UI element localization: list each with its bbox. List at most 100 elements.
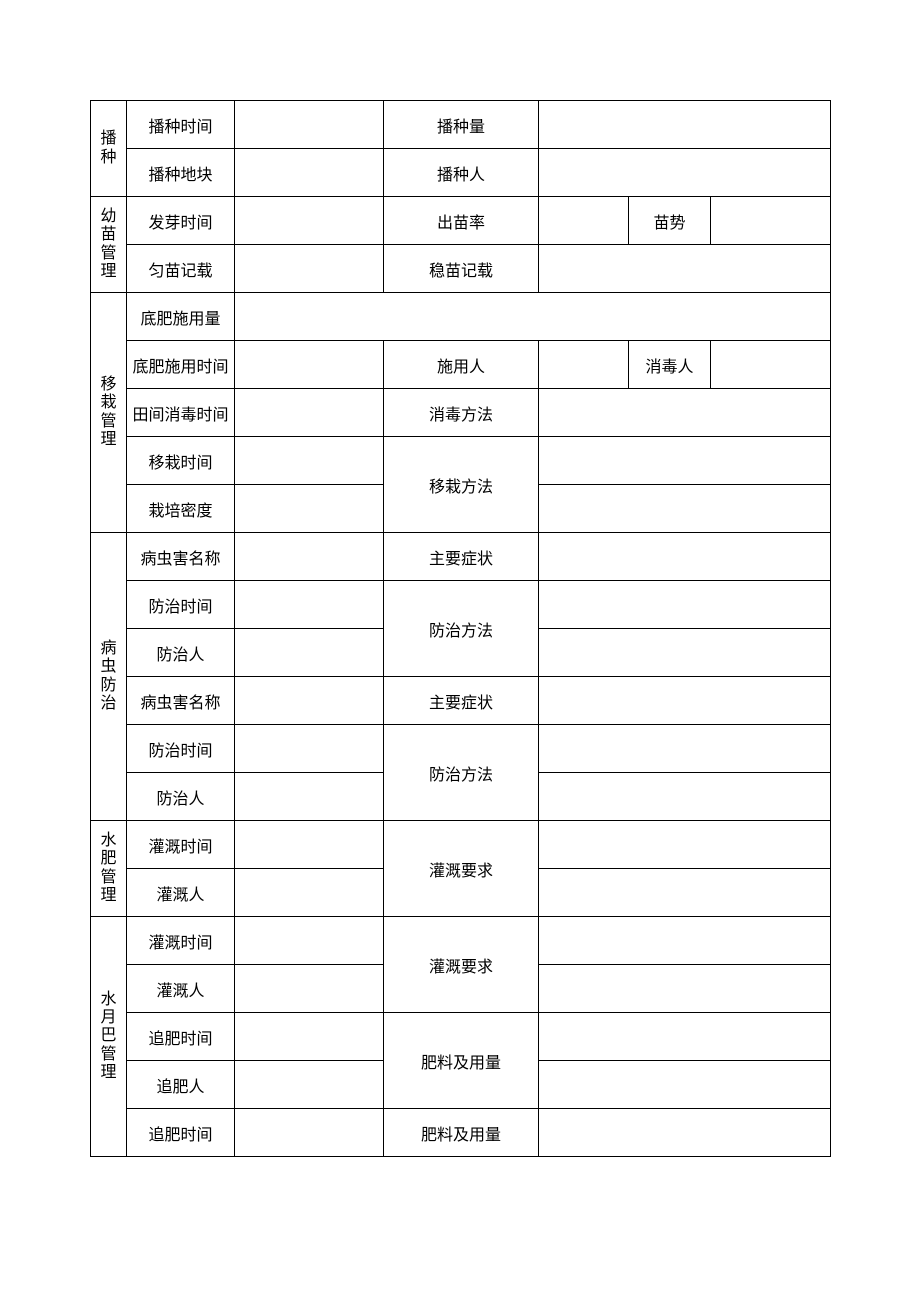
label-irrigation-req-a: 灌溉要求 bbox=[384, 821, 539, 917]
label-disinfector: 消毒人 bbox=[629, 341, 711, 389]
label-main-symptom-2: 主要症状 bbox=[384, 677, 539, 725]
label-sowing-plot: 播种地块 bbox=[127, 149, 235, 197]
label-fert-amount-1: 肥料及用量 bbox=[384, 1013, 539, 1109]
value-field-disinfect-time bbox=[235, 389, 384, 437]
value-control-method-1a bbox=[539, 581, 831, 629]
value-pest-name-2 bbox=[235, 677, 384, 725]
label-irrigation-person-b: 灌溉人 bbox=[127, 965, 235, 1013]
label-transplant-method: 移栽方法 bbox=[384, 437, 539, 533]
label-thinning-record: 匀苗记载 bbox=[127, 245, 235, 293]
value-control-method-2b bbox=[539, 773, 831, 821]
value-sowing-plot bbox=[235, 149, 384, 197]
char: 水 bbox=[91, 991, 126, 1009]
char: 移 bbox=[91, 376, 126, 394]
value-transplant-method-1 bbox=[539, 437, 831, 485]
label-stabilize-record: 稳苗记载 bbox=[384, 245, 539, 293]
value-fert-amount-1b bbox=[539, 1061, 831, 1109]
char: 虫 bbox=[91, 658, 126, 676]
value-stabilize-record bbox=[539, 245, 831, 293]
value-applier bbox=[539, 341, 629, 389]
label-main-symptom-1: 主要症状 bbox=[384, 533, 539, 581]
value-vigor bbox=[711, 197, 831, 245]
section-waterfert: 水肥管理 bbox=[91, 821, 127, 917]
char: 防 bbox=[91, 677, 126, 695]
char: 幼 bbox=[91, 208, 126, 226]
char: 月 bbox=[91, 1009, 126, 1027]
value-irrigation-time-a bbox=[235, 821, 384, 869]
value-planting-density bbox=[235, 485, 384, 533]
value-base-fert-amount bbox=[235, 293, 831, 341]
label-topdress-time-2: 追肥时间 bbox=[127, 1109, 235, 1157]
char: 管 bbox=[91, 413, 126, 431]
label-sowing-time: 播种时间 bbox=[127, 101, 235, 149]
section-pest: 病虫防治 bbox=[91, 533, 127, 821]
value-topdress-time-2 bbox=[235, 1109, 384, 1157]
value-topdress-time-1 bbox=[235, 1013, 384, 1061]
section-transplant: 移栽管理 bbox=[91, 293, 127, 533]
label-topdress-person-1: 追肥人 bbox=[127, 1061, 235, 1109]
label-base-fert-amount: 底肥施用量 bbox=[127, 293, 235, 341]
value-main-symptom-1 bbox=[539, 533, 831, 581]
value-control-person-2 bbox=[235, 773, 384, 821]
value-control-method-1b bbox=[539, 629, 831, 677]
value-sowing-amount bbox=[539, 101, 831, 149]
value-sowing-person bbox=[539, 149, 831, 197]
label-pest-name-1: 病虫害名称 bbox=[127, 533, 235, 581]
value-control-person-1 bbox=[235, 629, 384, 677]
char: 管 bbox=[91, 869, 126, 887]
value-sowing-time bbox=[235, 101, 384, 149]
label-irrigation-req-b: 灌溉要求 bbox=[384, 917, 539, 1013]
label-irrigation-time-b: 灌溉时间 bbox=[127, 917, 235, 965]
label-sowing-amount: 播种量 bbox=[384, 101, 539, 149]
label-emergence-rate: 出苗率 bbox=[384, 197, 539, 245]
value-fert-amount-1a bbox=[539, 1013, 831, 1061]
label-control-time-2: 防治时间 bbox=[127, 725, 235, 773]
value-topdress-person-1 bbox=[235, 1061, 384, 1109]
label-irrigation-time-a: 灌溉时间 bbox=[127, 821, 235, 869]
label-germ-time: 发芽时间 bbox=[127, 197, 235, 245]
label-control-time-1: 防治时间 bbox=[127, 581, 235, 629]
label-control-method-1: 防治方法 bbox=[384, 581, 539, 677]
value-irrigation-req-b2 bbox=[539, 965, 831, 1013]
label-base-fert-time: 底肥施用时间 bbox=[127, 341, 235, 389]
value-germ-time bbox=[235, 197, 384, 245]
value-pest-name-1 bbox=[235, 533, 384, 581]
value-irrigation-time-b bbox=[235, 917, 384, 965]
value-fert-amount-2 bbox=[539, 1109, 831, 1157]
label-control-person-2: 防治人 bbox=[127, 773, 235, 821]
label-planting-density: 栽培密度 bbox=[127, 485, 235, 533]
char: 理 bbox=[91, 263, 126, 281]
value-emergence-rate bbox=[539, 197, 629, 245]
value-irrigation-req-a2 bbox=[539, 869, 831, 917]
char: 巴 bbox=[91, 1027, 126, 1045]
value-irrigation-person-b bbox=[235, 965, 384, 1013]
value-base-fert-time bbox=[235, 341, 384, 389]
value-disinfect-method bbox=[539, 389, 831, 437]
char: 理 bbox=[91, 431, 126, 449]
char: 栽 bbox=[91, 394, 126, 412]
value-transplant-method-2 bbox=[539, 485, 831, 533]
char: 病 bbox=[91, 640, 126, 658]
char: 管 bbox=[91, 245, 126, 263]
label-vigor: 苗势 bbox=[629, 197, 711, 245]
char: 治 bbox=[91, 695, 126, 713]
value-irrigation-req-a1 bbox=[539, 821, 831, 869]
char: 水 bbox=[91, 832, 126, 850]
label-control-method-2: 防治方法 bbox=[384, 725, 539, 821]
char: 播 bbox=[91, 130, 126, 148]
value-transplant-time bbox=[235, 437, 384, 485]
form-table: 播种 播种时间 播种量 播种地块 播种人 幼苗管理 发芽时间 出苗率 苗势 匀苗… bbox=[90, 100, 831, 1157]
section-seedling: 幼苗管理 bbox=[91, 197, 127, 293]
value-disinfector bbox=[711, 341, 831, 389]
section-waterfert2: 水月巴管理 bbox=[91, 917, 127, 1157]
value-irrigation-person-a bbox=[235, 869, 384, 917]
value-main-symptom-2 bbox=[539, 677, 831, 725]
value-control-time-2 bbox=[235, 725, 384, 773]
page: 播种 播种时间 播种量 播种地块 播种人 幼苗管理 发芽时间 出苗率 苗势 匀苗… bbox=[0, 0, 920, 1301]
char: 理 bbox=[91, 887, 126, 905]
label-pest-name-2: 病虫害名称 bbox=[127, 677, 235, 725]
label-sowing-person: 播种人 bbox=[384, 149, 539, 197]
label-fert-amount-2: 肥料及用量 bbox=[384, 1109, 539, 1157]
char: 种 bbox=[91, 149, 126, 167]
label-disinfect-method: 消毒方法 bbox=[384, 389, 539, 437]
